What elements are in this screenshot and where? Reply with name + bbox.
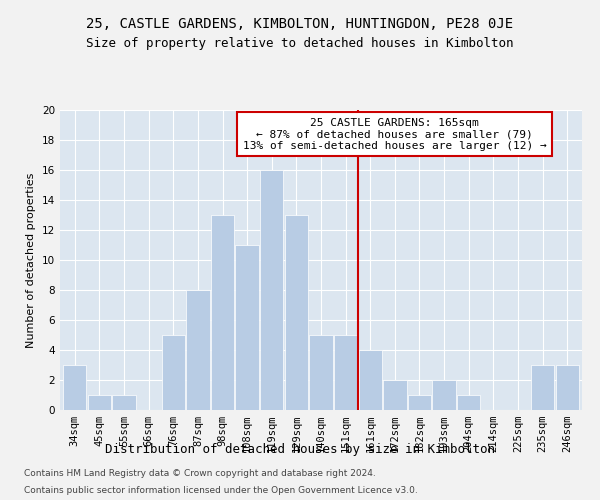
Bar	[63, 365, 86, 410]
Bar	[211, 215, 234, 410]
Bar	[359, 350, 382, 410]
Text: Size of property relative to detached houses in Kimbolton: Size of property relative to detached ho…	[86, 38, 514, 51]
Bar	[284, 215, 308, 410]
Bar	[457, 395, 481, 410]
Bar	[88, 395, 111, 410]
Bar	[408, 395, 431, 410]
Bar	[334, 335, 358, 410]
Bar	[186, 290, 209, 410]
Bar	[310, 335, 332, 410]
Bar	[112, 395, 136, 410]
Text: Contains HM Land Registry data © Crown copyright and database right 2024.: Contains HM Land Registry data © Crown c…	[24, 468, 376, 477]
Text: 25, CASTLE GARDENS, KIMBOLTON, HUNTINGDON, PE28 0JE: 25, CASTLE GARDENS, KIMBOLTON, HUNTINGDO…	[86, 18, 514, 32]
Bar	[556, 365, 579, 410]
Bar	[383, 380, 407, 410]
Bar	[531, 365, 554, 410]
Text: Contains public sector information licensed under the Open Government Licence v3: Contains public sector information licen…	[24, 486, 418, 495]
Bar	[161, 335, 185, 410]
Text: 25 CASTLE GARDENS: 165sqm
← 87% of detached houses are smaller (79)
13% of semi-: 25 CASTLE GARDENS: 165sqm ← 87% of detac…	[243, 118, 547, 150]
Bar	[260, 170, 283, 410]
Y-axis label: Number of detached properties: Number of detached properties	[26, 172, 37, 348]
Bar	[235, 245, 259, 410]
Bar	[433, 380, 456, 410]
Text: Distribution of detached houses by size in Kimbolton: Distribution of detached houses by size …	[105, 442, 495, 456]
